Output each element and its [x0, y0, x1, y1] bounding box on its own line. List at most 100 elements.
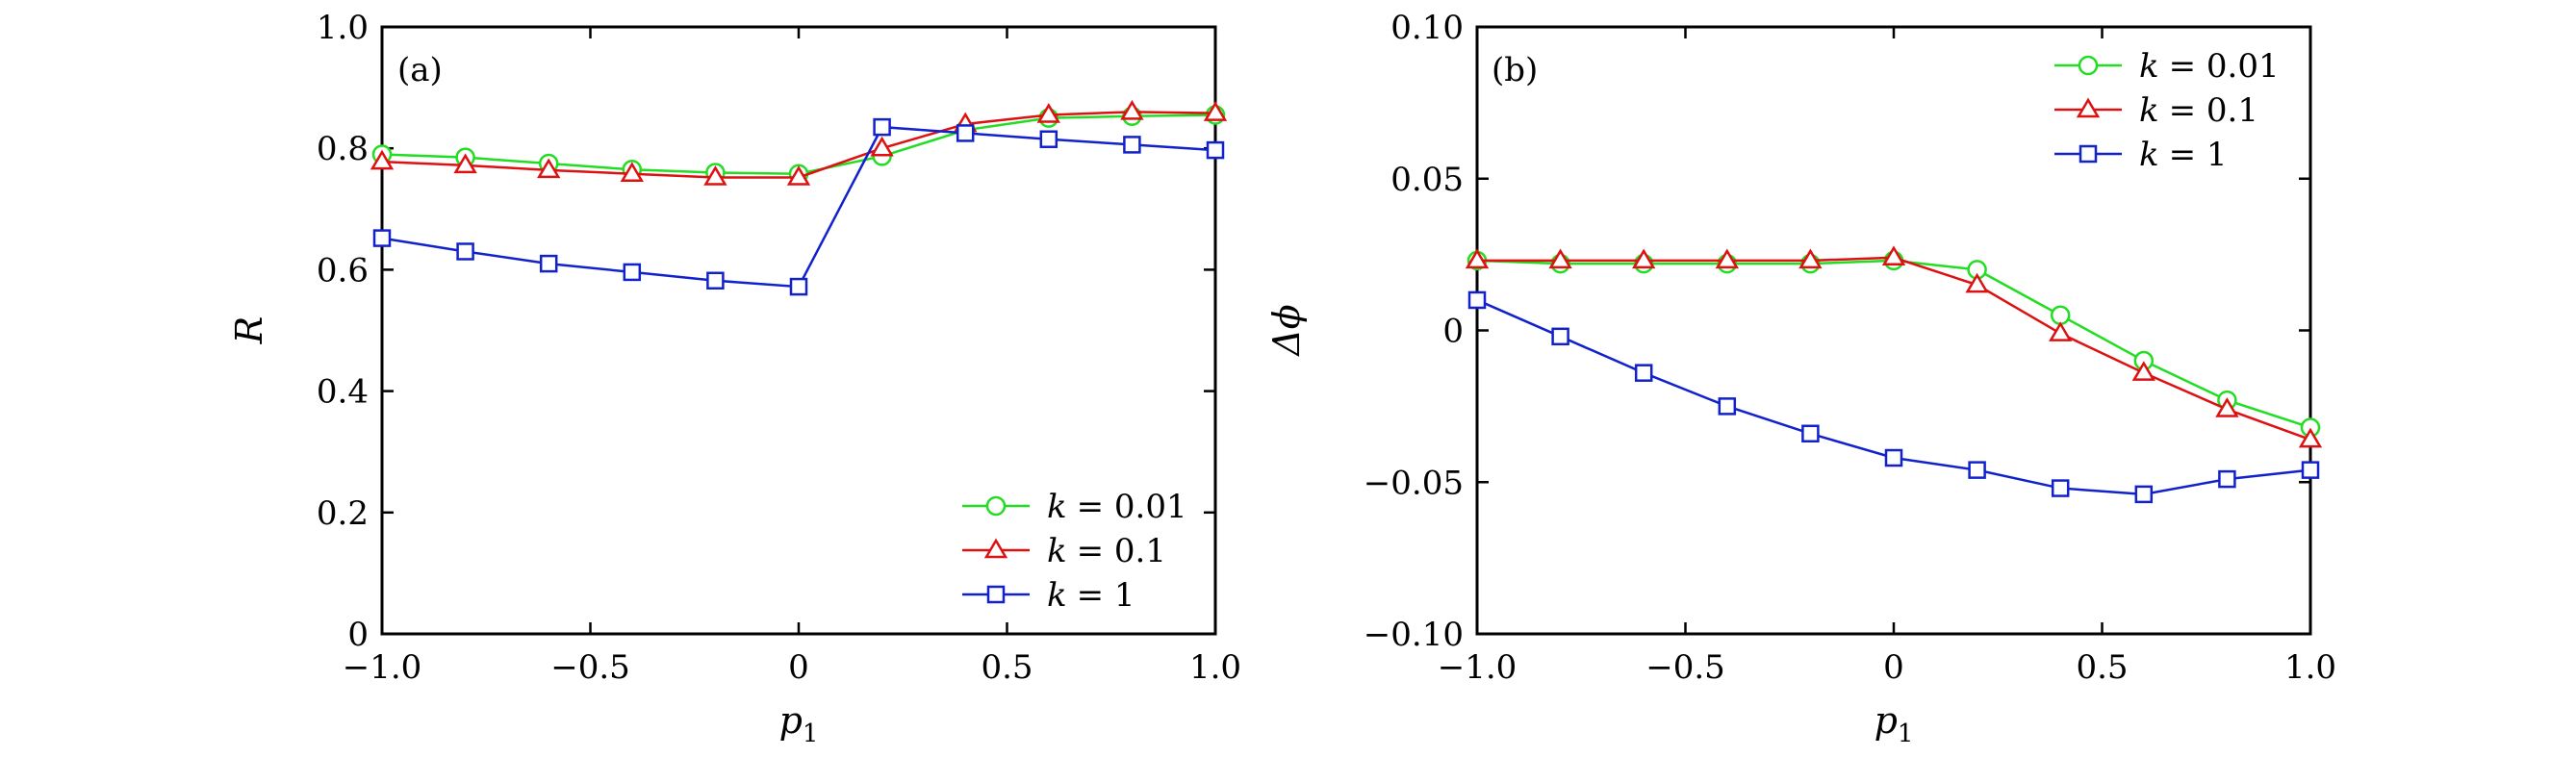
- x-axis-label-sub: 1: [1898, 719, 1914, 748]
- x-tick-label: 0.5: [2076, 648, 2128, 687]
- data-point: [873, 117, 891, 137]
- data-point: [786, 165, 811, 186]
- legend-var: k: [1047, 576, 1067, 615]
- data-point: [1965, 272, 1989, 293]
- x-axis-label-sub: 1: [803, 719, 819, 748]
- data-point: [870, 136, 894, 157]
- data-point: [1203, 101, 1228, 121]
- data-point: [1715, 248, 1739, 269]
- data-point: [1467, 290, 1487, 310]
- legend-value: = 0.01: [1077, 488, 1187, 526]
- data-point: [1036, 103, 1060, 123]
- x-tick-label: 1.0: [2284, 648, 2336, 687]
- data-point: [1881, 245, 1906, 266]
- legend-value: = 0.1: [1077, 532, 1166, 570]
- data-point: [2301, 461, 2320, 479]
- x-axis-label: p1: [779, 699, 819, 748]
- series-line: [381, 125, 1216, 289]
- data-point: [1206, 140, 1225, 160]
- legend: k = 0.01 k = 0.1 k = 1: [2054, 47, 2280, 174]
- x-tick-label: −1.0: [1438, 648, 1518, 687]
- data-point: [1798, 248, 1823, 269]
- data-point: [1120, 99, 1144, 120]
- y-axis-label: Δϕ: [1265, 304, 1308, 357]
- legend-label: k = 0.01: [2139, 47, 2280, 86]
- legend-marker: [985, 495, 1007, 517]
- y-tick-label: 0.05: [1390, 161, 1464, 199]
- series-triangle: [370, 99, 1228, 186]
- data-point: [2298, 427, 2323, 448]
- y-tick-label: −0.05: [1364, 464, 1464, 502]
- data-point: [956, 124, 975, 142]
- data-point: [2131, 361, 2155, 381]
- x-axis-label-var: p: [1875, 699, 1898, 742]
- y-tick-label: −0.10: [1364, 616, 1464, 654]
- legend-marker: [2076, 97, 2101, 118]
- y-tick-label: 0: [347, 616, 369, 654]
- legend-marker: [2079, 144, 2098, 164]
- legend-var: k: [2139, 136, 2159, 174]
- y-tick-label: 0.6: [317, 251, 369, 290]
- legend-var: k: [1047, 488, 1067, 526]
- data-point: [1968, 461, 1986, 479]
- x-tick-label: 1.0: [1189, 648, 1241, 687]
- series-circle: [1467, 250, 2321, 438]
- data-point: [620, 162, 644, 182]
- legend-value: = 1: [2169, 136, 2228, 174]
- chart-panel-a: −1.0 −0.5 0 0.5 1.0 0 0.2 0.4 0.6 0.8 1.0 p1 R (a) k = …: [228, 9, 1241, 748]
- data-point: [1884, 448, 1903, 467]
- legend-marker: [983, 538, 1008, 559]
- data-point: [537, 158, 561, 179]
- data-point: [1551, 327, 1569, 346]
- y-tick-label: 0: [1442, 313, 1464, 351]
- panel-label: (a): [397, 51, 443, 89]
- legend-value: = 0.1: [2169, 91, 2258, 130]
- data-point: [2215, 397, 2239, 417]
- data-point: [2051, 479, 2070, 497]
- data-point: [453, 153, 477, 174]
- data-point: [1632, 248, 1656, 269]
- y-tick-label: 0.8: [317, 130, 369, 168]
- data-point: [789, 277, 808, 296]
- data-point: [706, 271, 725, 290]
- y-tick-label: 0.10: [1390, 9, 1464, 47]
- panel-label: (b): [1492, 51, 1538, 89]
- data-point: [1718, 397, 1737, 416]
- legend: k = 0.01 k = 0.1 k = 1: [962, 488, 1187, 615]
- legend-label: k = 0.1: [1047, 532, 1166, 570]
- data-point: [1039, 130, 1058, 148]
- legend-value: = 1: [1077, 576, 1135, 615]
- legend-marker: [2078, 55, 2099, 76]
- legend-var: k: [1047, 532, 1067, 570]
- data-point: [2134, 485, 2154, 504]
- y-tick-label: 0.4: [317, 373, 369, 412]
- data-point: [2050, 305, 2071, 325]
- data-point: [539, 254, 558, 273]
- data-point: [1123, 136, 1141, 154]
- legend-label: k = 1: [1047, 576, 1135, 615]
- data-point: [623, 263, 642, 282]
- data-point: [372, 229, 392, 247]
- legend-marker: [986, 585, 1006, 604]
- data-point: [370, 149, 395, 170]
- chart-panel-b: −1.0 −0.5 0 0.5 1.0 −0.10 −0.05 0 0.05 0.10 p1 Δϕ (b…: [1265, 9, 2336, 748]
- legend-label: k = 0.1: [2139, 91, 2258, 130]
- data-point: [1801, 424, 1820, 443]
- series-line: [1476, 259, 2311, 429]
- data-point: [2218, 469, 2236, 489]
- data-point: [703, 165, 727, 186]
- legend-label: k = 1: [2139, 136, 2228, 174]
- data-point: [1465, 248, 1490, 269]
- y-tick-label: 0.2: [317, 494, 369, 533]
- series-triangle: [1465, 245, 2323, 448]
- x-axis-label: p1: [1875, 699, 1914, 748]
- x-tick-label: −1.0: [343, 648, 422, 687]
- series-square: [372, 117, 1225, 296]
- y-axis-label: R: [228, 316, 270, 345]
- series-line: [1477, 256, 2311, 442]
- legend-var: k: [2139, 91, 2159, 130]
- x-tick-label: 0: [1883, 648, 1904, 687]
- x-tick-label: 0.5: [981, 648, 1033, 687]
- data-point: [456, 242, 474, 261]
